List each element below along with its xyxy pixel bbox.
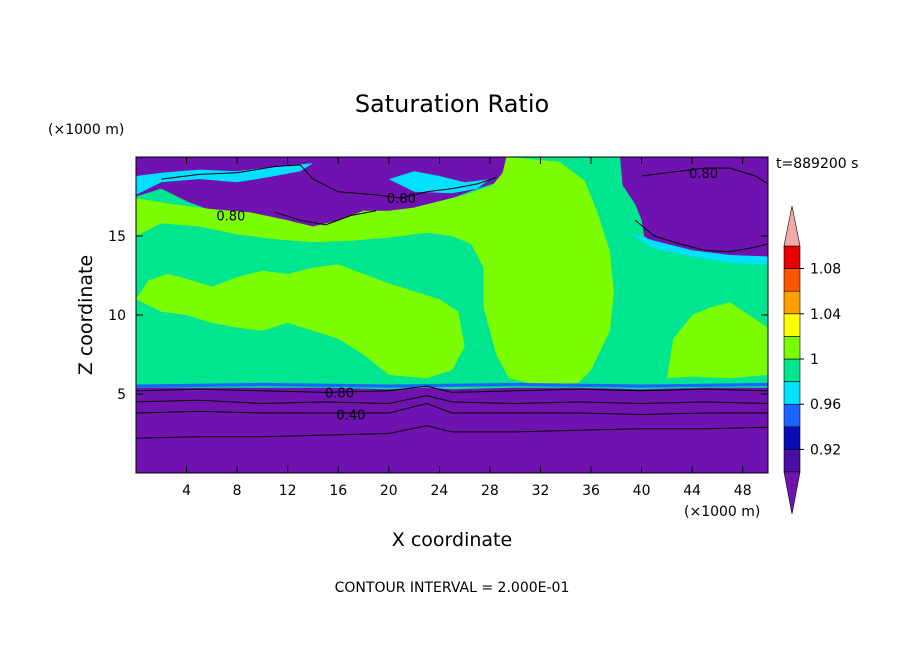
saturated-region-upper (136, 157, 614, 385)
time-label: t=889200 s (776, 156, 858, 172)
x-tick-label-32: 32 (532, 483, 550, 499)
y-unit-label: (×1000 m) (48, 122, 124, 138)
x-tick-label-44: 44 (683, 483, 701, 499)
contour-line-5 (161, 164, 497, 199)
x-tick-label-20: 20 (380, 483, 398, 499)
contour-label-2: 0.80 (387, 192, 416, 207)
y-axis-label: Z coordinate (75, 255, 97, 375)
x-tick-label-4: 4 (182, 483, 191, 499)
colorbar: 0.92 0.96 1 1.04 1.08 (783, 205, 841, 515)
chart-title: Saturation Ratio (355, 90, 549, 118)
contour-line-2 (136, 395, 768, 405)
blue-strip (136, 382, 768, 388)
contour-label-1: 0.80 (689, 167, 718, 182)
dry-region-lower (136, 387, 768, 473)
colorbar-label-2: 0.96 (810, 397, 841, 413)
x-tick-label-40: 40 (633, 483, 651, 499)
cyan-patch-3 (629, 232, 768, 265)
cyan-patch-1 (136, 163, 313, 195)
colorbar-swatch-1 (783, 449, 801, 473)
contour-line-8 (634, 219, 768, 253)
colorbar-label-4: 1.04 (810, 307, 841, 323)
x-axis-label: X coordinate (392, 529, 512, 551)
contour-label-4: 0.80 (325, 387, 354, 402)
cyan-patch-2 (388, 171, 490, 194)
saturated-region-mid-left (136, 264, 465, 379)
saturated-region-right (666, 302, 768, 379)
x-tick-label-24: 24 (430, 483, 448, 499)
colorbar-swatch-3 (783, 403, 801, 428)
colorbar-swatch-4 (783, 381, 801, 405)
contour-line-7 (641, 167, 768, 185)
x-tick-label-48: 48 (734, 483, 752, 499)
contour-label-3: 0.80 (216, 210, 245, 225)
x-tick-label-8: 8 (233, 483, 242, 499)
colorbar-label-5: 1.08 (810, 262, 841, 278)
contour-line-1 (136, 385, 768, 393)
colorbar-label-3: 1 (810, 352, 819, 368)
contour-line-6 (274, 210, 377, 226)
x-tick-label-16: 16 (329, 483, 347, 499)
contour-line-3 (136, 402, 768, 416)
colorbar-over-triangle (783, 205, 801, 247)
plot-area (136, 157, 768, 473)
colorbar-swatch-2 (783, 426, 801, 450)
colorbar-swatch-7 (783, 313, 801, 337)
x-tick-label-28: 28 (481, 483, 499, 499)
x-tick-label-36: 36 (582, 483, 600, 499)
dry-region-upper-2 (620, 157, 768, 262)
colorbar-swatch-6 (783, 336, 801, 360)
colorbar-swatch-10 (783, 245, 801, 269)
contour-label-5: 0.40 (336, 409, 365, 424)
contour-line-4 (136, 425, 768, 439)
colorbar-swatch-8 (783, 290, 801, 315)
x-unit-label: (×1000 m) (684, 504, 760, 520)
y-tick-label-10: 10 (108, 308, 126, 324)
colorbar-label-1: 0.92 (810, 442, 841, 458)
colorbar-under-triangle (783, 471, 801, 515)
colorbar-swatch-5 (783, 358, 801, 382)
x-tick-label-12: 12 (279, 483, 297, 499)
y-tick-label-5: 5 (117, 387, 126, 403)
y-tick-label-15: 15 (108, 229, 126, 245)
contour-interval-label: CONTOUR INTERVAL = 2.000E-01 (335, 580, 570, 596)
colorbar-swatch-9 (783, 268, 801, 292)
